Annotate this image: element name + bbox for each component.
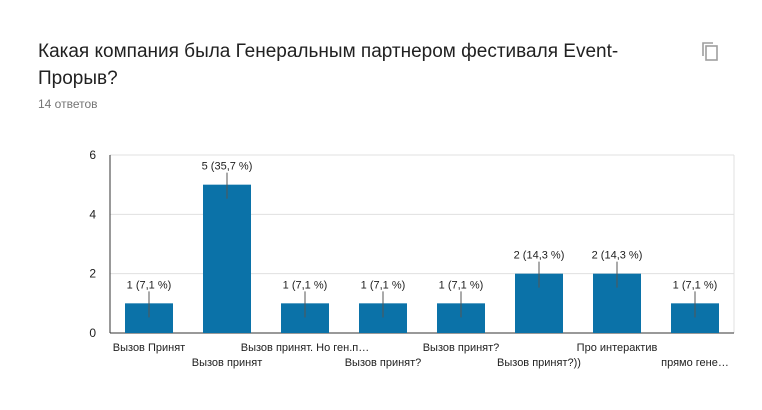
response-count: 14 ответов: [38, 97, 98, 111]
x-category-label: Про интерактив: [577, 342, 658, 354]
data-label: 1 (7,1 %): [127, 279, 172, 291]
data-label: 1 (7,1 %): [673, 279, 718, 291]
y-tick-label: 6: [89, 148, 96, 162]
y-tick-label: 2: [89, 267, 96, 281]
x-category-label: Вызов принят?: [423, 342, 500, 354]
question-title: Какая компания была Генеральным партнеро…: [38, 41, 619, 89]
copy-icon: [702, 42, 718, 61]
data-label: 5 (35,7 %): [202, 161, 253, 173]
bar: [203, 184, 251, 333]
data-label: 1 (7,1 %): [361, 279, 406, 291]
x-category-label: Вызов принят. Но ген.п…: [241, 342, 369, 354]
x-category-label: Вызов принят?)): [497, 357, 581, 369]
data-label: 2 (14,3 %): [514, 250, 565, 262]
y-tick-label: 4: [89, 207, 96, 221]
x-category-label: Вызов принят?: [345, 357, 422, 369]
copy-chart-button[interactable]: [700, 40, 720, 62]
data-label: 2 (14,3 %): [592, 250, 643, 262]
x-category-label: Вызов Принят: [113, 342, 185, 354]
x-category-label: Вызов принят: [192, 357, 262, 369]
data-label: 1 (7,1 %): [283, 279, 328, 291]
data-label: 1 (7,1 %): [439, 279, 484, 291]
y-tick-label: 0: [89, 326, 96, 340]
x-category-label: прямо гене…: [661, 357, 729, 369]
